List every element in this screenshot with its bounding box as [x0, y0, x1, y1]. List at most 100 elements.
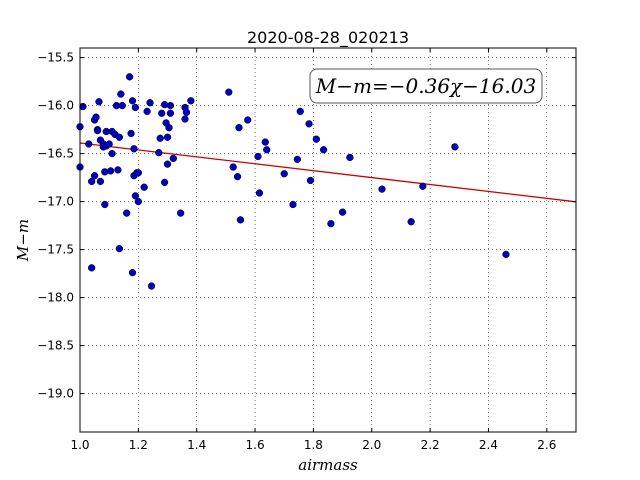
data-point [255, 189, 264, 197]
data-point [244, 116, 252, 124]
data-points [76, 73, 510, 290]
data-point [177, 209, 185, 217]
data-point [338, 208, 347, 216]
x-tick-label: 2.6 [537, 438, 556, 452]
data-point [225, 88, 233, 96]
data-point [155, 148, 163, 157]
x-tick-label: 1.2 [129, 438, 148, 452]
y-axis-ticks: −15.5 −16.0 −16.5 −17.0 −17.5 −18.0 −18.5 −19.0 [37, 51, 576, 401]
data-point [108, 149, 116, 158]
data-point [280, 170, 288, 178]
data-point [117, 90, 125, 98]
data-point [233, 172, 242, 181]
data-point [163, 133, 172, 141]
data-point [118, 101, 126, 110]
data-point [293, 155, 302, 164]
data-point [289, 200, 297, 209]
data-point [263, 146, 271, 154]
data-point [134, 169, 143, 177]
x-tick-label: 1.4 [187, 438, 206, 452]
data-point [105, 140, 113, 148]
x-axis-ticks: 1.0 1.2 1.4 1.6 1.8 2.0 2.2 2.4 2.6 [70, 48, 556, 452]
x-tick-label: 1.8 [304, 438, 323, 452]
data-point [131, 103, 140, 112]
data-point [156, 134, 164, 142]
y-tick-label: −17.5 [37, 243, 74, 257]
data-point [158, 109, 166, 117]
data-point [451, 143, 459, 151]
data-point [327, 220, 335, 228]
data-point [346, 153, 354, 162]
data-point [229, 163, 237, 171]
fit-line [79, 142, 577, 203]
y-tick-label: −16.0 [37, 99, 74, 113]
y-tick-label: −18.0 [37, 291, 74, 305]
fit-annotation: M−m=−0.36χ−16.03 [309, 68, 543, 104]
chart-title: 2020-08-28_020213 [247, 28, 409, 48]
data-point [502, 250, 510, 259]
data-point [407, 218, 415, 226]
annotation-box [309, 68, 543, 104]
annotation-text: M−m=−0.36χ−16.03 [315, 74, 536, 98]
data-point [169, 154, 178, 163]
data-point [306, 176, 315, 185]
data-point [140, 183, 148, 191]
y-tick-label: −16.5 [37, 147, 74, 161]
data-point [131, 192, 140, 200]
data-point [88, 177, 96, 186]
y-tick-label: −18.5 [37, 339, 74, 353]
y-tick-label: −17.0 [37, 195, 74, 209]
data-point [254, 152, 262, 161]
data-point [92, 113, 100, 121]
data-point [296, 107, 304, 116]
data-point [93, 126, 102, 135]
data-point [187, 97, 195, 105]
data-point [378, 185, 386, 193]
data-point [165, 124, 173, 132]
grid [80, 48, 576, 432]
data-point [163, 160, 172, 168]
data-point [146, 99, 154, 107]
data-point [166, 109, 175, 117]
data-point [106, 167, 115, 175]
data-point [128, 268, 137, 277]
data-point [114, 166, 122, 174]
data-point [115, 244, 124, 253]
data-point [115, 133, 124, 141]
data-point [90, 172, 99, 180]
plot-frame [79, 47, 577, 433]
fit-line-layer [79, 142, 577, 203]
data-point [95, 98, 103, 106]
data-point [85, 140, 93, 148]
data-point [419, 182, 427, 190]
data-point [182, 108, 191, 116]
x-tick-label: 2.4 [479, 438, 498, 452]
data-point [88, 264, 96, 272]
data-point [123, 209, 131, 217]
data-point [96, 177, 105, 186]
data-point [236, 216, 245, 224]
y-axis-label: M−m [14, 219, 32, 262]
data-point [312, 135, 320, 143]
data-point [128, 97, 137, 105]
x-axis-label: airmass [298, 456, 358, 474]
data-point [79, 102, 87, 111]
x-tick-label: 2.2 [421, 438, 440, 452]
data-point [143, 107, 151, 116]
data-point [125, 73, 134, 81]
data-point [134, 197, 143, 206]
y-tick-label: −15.5 [37, 51, 74, 65]
x-tick-label: 1.6 [246, 438, 265, 452]
data-point [127, 129, 135, 138]
data-point [101, 200, 109, 209]
x-tick-label: 2.0 [362, 438, 381, 452]
data-point [181, 115, 189, 123]
data-point [319, 146, 328, 154]
data-point [160, 178, 169, 187]
data-point [166, 101, 175, 110]
x-tick-label: 1.0 [70, 438, 89, 452]
data-point [261, 138, 269, 146]
data-point [130, 145, 138, 153]
data-point [147, 282, 156, 290]
